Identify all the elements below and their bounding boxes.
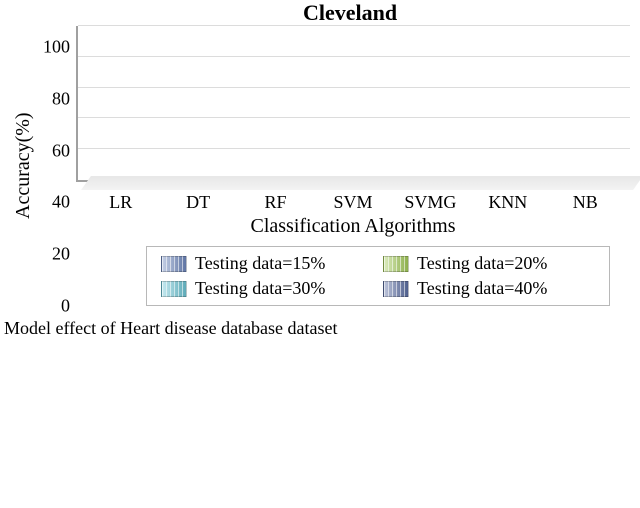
- legend-swatch: [383, 256, 409, 272]
- plot-area: [76, 26, 630, 182]
- chart-title: Cleveland: [70, 0, 630, 26]
- x-axis-label: Classification Algorithms: [76, 215, 630, 238]
- legend-item: Testing data=40%: [383, 278, 595, 299]
- legend-swatch: [161, 281, 187, 297]
- y-tick: 100: [43, 37, 70, 58]
- legend: Testing data=15% Testing data=20% Testing …: [146, 246, 610, 306]
- legend-swatch: [383, 281, 409, 297]
- y-tick: 40: [52, 192, 70, 213]
- y-tick: 60: [52, 140, 70, 161]
- plot-row: Accuracy(%) 100806040200 LRDTRFSVMSVMGKN…: [10, 26, 630, 306]
- x-tick: KNN: [469, 192, 546, 213]
- x-tick: DT: [159, 192, 236, 213]
- gridline: [78, 148, 630, 149]
- legend-label: Testing data=30%: [195, 278, 325, 299]
- legend-item: Testing data=30%: [161, 278, 373, 299]
- bar-groups: [78, 26, 630, 180]
- x-tick: NB: [547, 192, 624, 213]
- legend-label: Testing data=40%: [417, 278, 547, 299]
- chart-container: Cleveland Accuracy(%) 100806040200 LRDTR…: [10, 0, 630, 306]
- legend-swatch: [161, 256, 187, 272]
- y-tick: 0: [61, 295, 70, 316]
- y-tick: 80: [52, 88, 70, 109]
- figure-caption: Model effect of Heart disease database d…: [4, 318, 640, 339]
- x-tick: SVM: [314, 192, 391, 213]
- legend-label: Testing data=20%: [417, 253, 547, 274]
- gridline: [78, 25, 630, 26]
- gridline: [78, 87, 630, 88]
- x-tick: SVMG: [392, 192, 469, 213]
- legend-item: Testing data=15%: [161, 253, 373, 274]
- legend-item: Testing data=20%: [383, 253, 595, 274]
- x-tick: LR: [82, 192, 159, 213]
- y-axis-ticks: 100806040200: [43, 26, 76, 306]
- y-tick: 20: [52, 244, 70, 265]
- gridline: [78, 117, 630, 118]
- y-axis-label: Accuracy(%): [10, 26, 43, 306]
- x-tick: RF: [237, 192, 314, 213]
- legend-label: Testing data=15%: [195, 253, 325, 274]
- gridline: [78, 56, 630, 57]
